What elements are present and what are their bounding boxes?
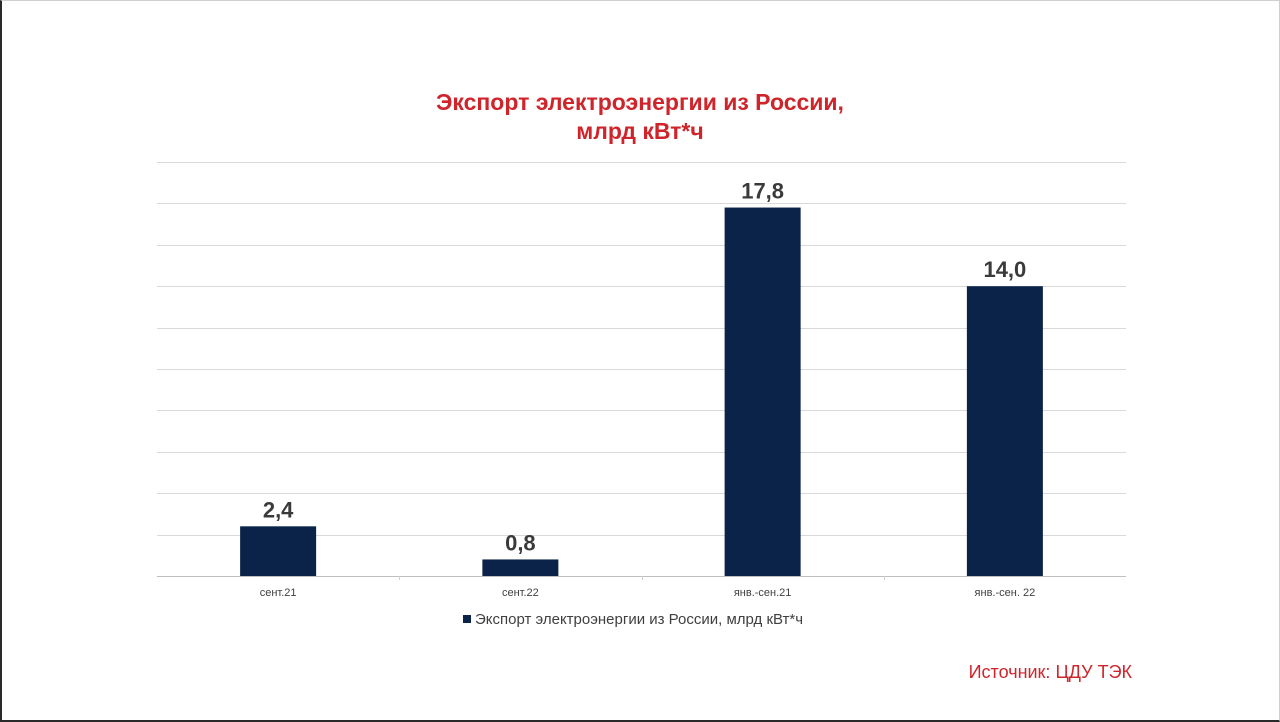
x-tick-labels-group: сент.21 сент.22 янв.-сен.21 янв.-сен. 22 [260, 587, 1035, 599]
legend: Экспорт электроэнергии из России, млрд к… [463, 611, 803, 628]
legend-swatch [463, 615, 471, 623]
bar [724, 207, 801, 577]
data-label: 17,8 [741, 179, 784, 204]
chart-title-line-2: млрд кВт*ч [576, 118, 704, 144]
bars-group [240, 207, 1043, 577]
x-tick-label: янв.-сен. 22 [975, 587, 1036, 599]
x-tick-label: сент.22 [502, 587, 539, 599]
data-label: 0,8 [505, 530, 536, 555]
data-labels-group: 2,4 0,8 17,8 14,0 [263, 179, 1026, 556]
bar [966, 286, 1043, 576]
x-tick-label: янв.-сен.21 [734, 587, 792, 599]
data-label: 2,4 [263, 497, 294, 522]
source-note: Источник: ЦДУ ТЭК [968, 662, 1132, 682]
gridlines [157, 162, 1126, 580]
bar [482, 559, 559, 576]
x-tick-label: сент.21 [260, 587, 297, 599]
data-label: 14,0 [983, 257, 1026, 282]
chart-title-line-1: Экспорт электроэнергии из России, [436, 89, 844, 115]
chart-title: Экспорт электроэнергии из России, млрд к… [340, 88, 940, 146]
bar [240, 526, 317, 576]
legend-label: Экспорт электроэнергии из России, млрд к… [475, 611, 803, 628]
